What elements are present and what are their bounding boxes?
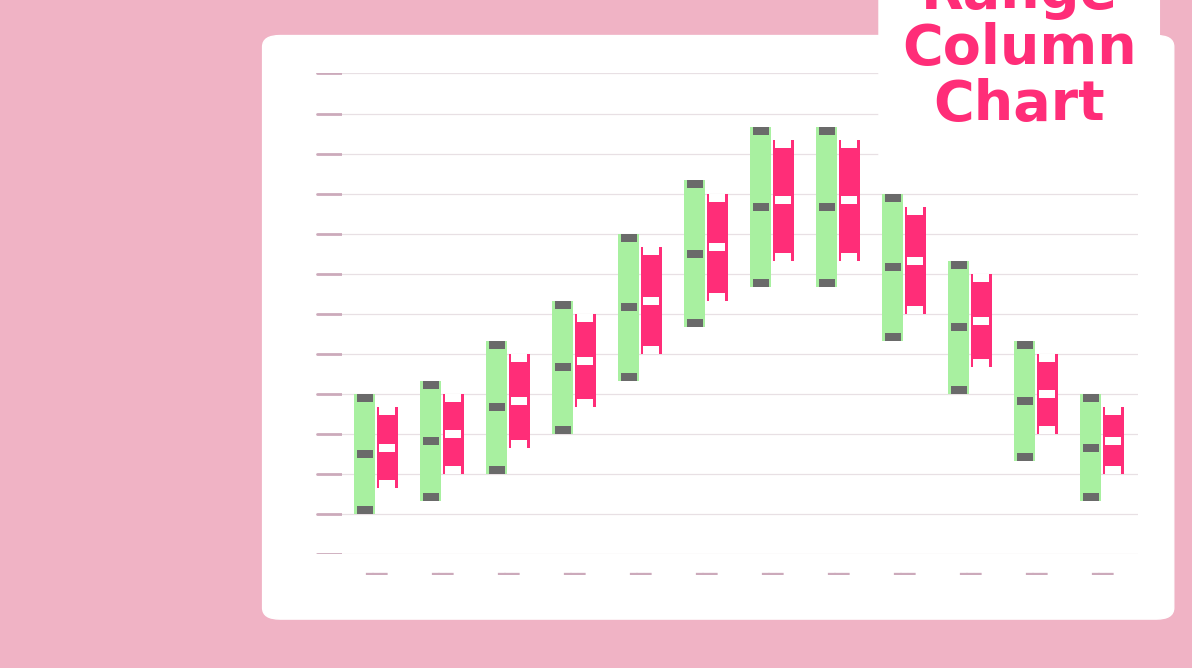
Bar	[379, 480, 396, 488]
Bar	[554, 426, 571, 434]
Bar	[707, 194, 728, 301]
Bar	[423, 437, 439, 445]
Bar	[1105, 466, 1122, 474]
Bar	[621, 234, 637, 242]
Bar	[842, 253, 857, 261]
Bar	[356, 506, 373, 514]
FancyBboxPatch shape	[262, 35, 1174, 619]
Bar	[575, 314, 596, 407]
Bar	[489, 466, 505, 474]
Bar	[817, 127, 838, 287]
Bar	[687, 319, 703, 327]
Bar	[973, 359, 989, 367]
Bar	[577, 357, 594, 365]
Bar	[356, 450, 373, 458]
Bar	[709, 194, 725, 202]
Bar	[354, 394, 375, 514]
Bar	[951, 261, 967, 269]
Bar	[842, 140, 857, 148]
Bar	[377, 407, 398, 488]
Bar	[1082, 394, 1099, 402]
Bar	[421, 381, 441, 501]
Bar	[644, 297, 659, 305]
Bar	[446, 466, 461, 474]
Bar	[552, 301, 573, 434]
Bar	[554, 363, 571, 371]
Bar	[772, 140, 794, 261]
Bar	[819, 203, 834, 211]
Bar	[554, 301, 571, 309]
Bar	[1039, 390, 1055, 398]
Bar	[839, 140, 859, 261]
Bar	[1039, 426, 1055, 434]
Bar	[709, 243, 725, 251]
Bar	[446, 394, 461, 402]
Bar	[951, 323, 967, 331]
Bar	[951, 386, 967, 394]
Bar	[621, 303, 637, 311]
Bar	[753, 279, 769, 287]
Bar	[1082, 493, 1099, 501]
Bar	[687, 250, 703, 258]
Bar	[884, 333, 901, 341]
Bar	[619, 234, 639, 381]
Bar	[753, 127, 769, 135]
Bar	[750, 127, 771, 287]
Bar	[819, 127, 834, 135]
Bar	[907, 257, 924, 265]
Bar	[709, 293, 725, 301]
Bar	[1017, 341, 1032, 349]
Bar	[1103, 407, 1124, 474]
Bar	[577, 314, 594, 322]
Bar	[905, 207, 926, 314]
Bar	[1082, 444, 1099, 452]
Bar	[423, 381, 439, 389]
Bar	[489, 403, 505, 411]
Bar	[1037, 354, 1057, 434]
Bar	[640, 247, 662, 354]
Bar	[842, 196, 857, 204]
Bar	[1105, 437, 1122, 445]
Bar	[356, 394, 373, 402]
Bar	[379, 407, 396, 415]
Bar	[775, 140, 791, 148]
Bar	[1017, 397, 1032, 405]
Bar	[907, 207, 924, 215]
Bar	[1105, 407, 1122, 415]
Bar	[1017, 453, 1032, 461]
Bar	[644, 346, 659, 354]
Bar	[489, 341, 505, 349]
FancyBboxPatch shape	[879, 0, 1160, 180]
Bar	[511, 354, 527, 362]
Bar	[509, 354, 529, 448]
Bar	[687, 180, 703, 188]
Bar	[423, 493, 439, 501]
Bar	[884, 194, 901, 202]
Text: Range
Column
Chart: Range Column Chart	[902, 0, 1136, 132]
Bar	[577, 399, 594, 407]
Bar	[949, 261, 969, 394]
Bar	[486, 341, 508, 474]
Bar	[973, 317, 989, 325]
Bar	[753, 203, 769, 211]
Bar	[1014, 341, 1036, 461]
Bar	[684, 180, 706, 327]
Bar	[882, 194, 904, 341]
Bar	[446, 430, 461, 438]
Bar	[621, 373, 637, 381]
Bar	[970, 274, 992, 367]
Bar	[511, 440, 527, 448]
Bar	[1039, 354, 1055, 362]
Bar	[907, 306, 924, 314]
Bar	[884, 263, 901, 271]
Bar	[442, 394, 464, 474]
Bar	[1080, 394, 1101, 501]
Bar	[973, 274, 989, 282]
Bar	[644, 247, 659, 255]
Bar	[511, 397, 527, 405]
Bar	[819, 279, 834, 287]
Bar	[775, 253, 791, 261]
Bar	[775, 196, 791, 204]
Bar	[379, 444, 396, 452]
